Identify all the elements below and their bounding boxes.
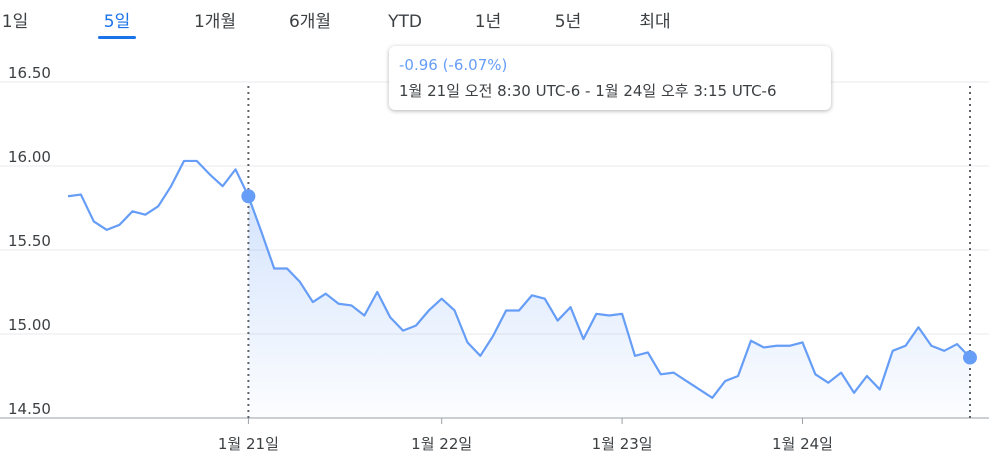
y-tick-label: 16.50 xyxy=(8,64,51,82)
tab[interactable]: 5일 xyxy=(104,12,130,32)
selection-dot xyxy=(241,189,256,204)
tab[interactable]: 1년 xyxy=(475,12,501,32)
tooltip-change: -0.96 (-6.07%) xyxy=(399,56,508,74)
y-tick-label: 15.50 xyxy=(8,232,51,250)
tab[interactable]: 최대 xyxy=(639,12,670,32)
x-tick-label: 1월 23일 xyxy=(592,435,653,453)
tab[interactable]: 1일 xyxy=(2,12,28,32)
y-tick-label: 16.00 xyxy=(8,148,51,166)
tooltip-range: 1월 21일 오전 8:30 UTC-6 - 1월 24일 오후 3:15 UT… xyxy=(399,82,777,100)
selection-area xyxy=(248,196,970,418)
y-tick-label: 15.00 xyxy=(8,316,51,334)
tab[interactable]: 5년 xyxy=(555,12,581,32)
selection-dot xyxy=(963,350,977,365)
y-tick-label: 14.50 xyxy=(8,400,51,418)
tab-underline xyxy=(98,36,136,39)
tooltip: -0.96 (-6.07%) 1월 21일 오전 8:30 UTC-6 - 1월… xyxy=(389,46,831,110)
price-line xyxy=(67,159,971,399)
tab[interactable]: 1개월 xyxy=(194,12,236,32)
tab[interactable]: YTD xyxy=(387,12,422,32)
tab[interactable]: 6개월 xyxy=(289,12,331,32)
x-tick-label: 1월 22일 xyxy=(411,435,472,453)
x-tick-label: 1월 21일 xyxy=(218,435,279,453)
x-tick-label: 1월 24일 xyxy=(772,435,833,453)
